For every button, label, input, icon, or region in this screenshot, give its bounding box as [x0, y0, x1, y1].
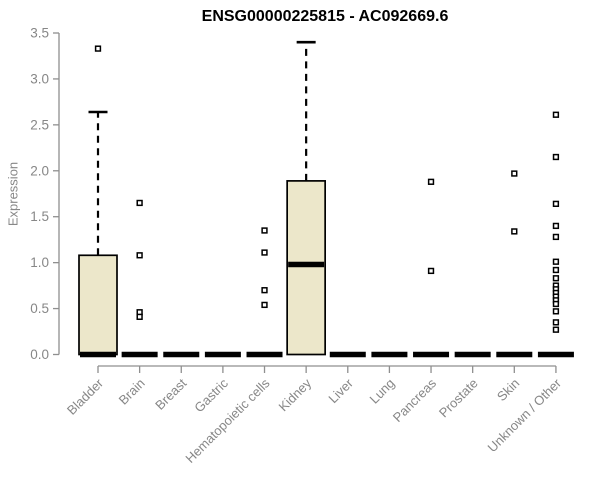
outlier-point — [427, 267, 435, 275]
x-tick-label: Prostate — [436, 376, 481, 421]
x-tick-label: Gastric — [191, 375, 231, 415]
y-axis-label: Expression — [5, 161, 21, 227]
outlier-point — [552, 222, 560, 230]
median-line — [163, 351, 200, 358]
y-tick-label: 2.0 — [30, 163, 49, 178]
outlier-point — [261, 287, 268, 294]
outlier-point — [136, 199, 143, 207]
x-tick-label: Bladder — [64, 375, 107, 418]
x-tick-label: Liver — [325, 375, 356, 406]
y-tick-label: 0.0 — [30, 347, 49, 362]
median-line — [246, 351, 283, 358]
outlier-point — [552, 275, 560, 282]
outlier-point — [427, 178, 435, 185]
outlier-point — [261, 301, 268, 309]
x-tick-label: Lung — [366, 376, 397, 407]
outlier-point — [552, 326, 560, 333]
outlier-point — [552, 233, 560, 241]
outlier-point — [261, 249, 268, 256]
median-line — [454, 351, 491, 358]
outlier-point — [552, 200, 560, 208]
y-tick-label: 1.5 — [30, 209, 49, 224]
median-line — [80, 351, 116, 358]
median-line — [413, 351, 450, 358]
median-line — [329, 351, 366, 358]
y-tick-label: 3.0 — [30, 71, 49, 86]
median-line — [204, 351, 241, 358]
median-line — [496, 351, 533, 358]
chart-title: ENSG00000225815 - AC092669.6 — [201, 8, 449, 25]
median-line — [371, 351, 408, 358]
y-tick-label: 1.0 — [30, 255, 49, 270]
outlier-point — [94, 45, 102, 52]
outlier-point — [261, 227, 268, 234]
x-tick-label: Unknown / Other — [484, 375, 564, 455]
y-tick-label: 0.5 — [30, 301, 49, 316]
outlier-point — [552, 153, 560, 161]
outlier-point — [136, 252, 143, 259]
median-line — [121, 351, 158, 358]
x-tick-label: Pancreas — [390, 375, 440, 425]
y-tick-label: 2.5 — [30, 117, 49, 132]
outlier-point — [552, 266, 560, 274]
outlier-point — [511, 228, 518, 235]
x-tick-label: Kidney — [276, 375, 315, 414]
outlier-point — [552, 319, 560, 326]
x-tick-label: Breast — [152, 375, 189, 412]
outlier-point — [511, 170, 518, 177]
outlier-point — [136, 313, 143, 320]
y-tick-label: 3.5 — [30, 26, 49, 41]
outlier-point — [552, 308, 560, 315]
median-line — [537, 351, 574, 358]
x-tick-label: Skin — [494, 376, 522, 404]
outlier-point — [552, 300, 560, 308]
outlier-point — [552, 258, 560, 265]
x-tick-label: Brain — [116, 376, 148, 408]
median-line — [288, 261, 325, 268]
box — [78, 254, 118, 356]
box — [286, 180, 326, 356]
outlier-point — [552, 111, 560, 118]
